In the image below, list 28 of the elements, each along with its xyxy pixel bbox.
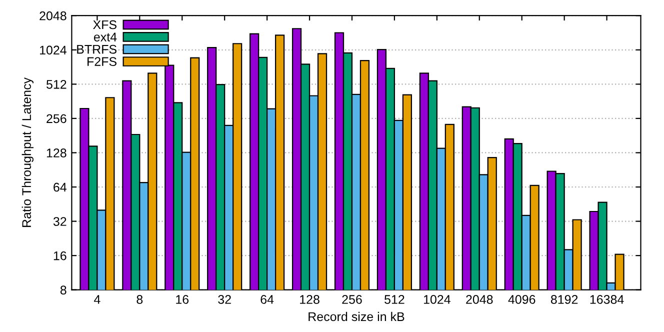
x-tick-label: 8 xyxy=(136,295,143,304)
legend-label: ext4 xyxy=(94,32,117,42)
x-tick-label: 4096 xyxy=(508,295,536,304)
y-tick-label: 2048 xyxy=(40,11,66,20)
y-tick-label: 32 xyxy=(53,217,66,226)
legend-label: BTRFS xyxy=(77,44,116,54)
x-axis-title: Record size in kB xyxy=(308,312,404,322)
x-tick-label: 1024 xyxy=(424,295,450,304)
x-tick-label: 128 xyxy=(300,295,320,304)
legend-label: F2FS xyxy=(88,57,116,66)
x-tick-label: 64 xyxy=(260,295,274,304)
x-tick-label: 2048 xyxy=(466,295,493,304)
x-tick-label: 16 xyxy=(176,295,189,304)
y-tick-label: 512 xyxy=(46,80,66,89)
y-axis-title: Ratio Throughput / Latency xyxy=(22,77,34,227)
y-tick-label: 64 xyxy=(54,182,66,192)
y-tick-label: 256 xyxy=(46,114,66,124)
y-tick-label: 128 xyxy=(46,148,66,158)
x-tick-label: 256 xyxy=(342,295,362,304)
y-tick-label: 1024 xyxy=(40,46,66,55)
y-tick-label: 8 xyxy=(60,286,66,294)
x-tick-label: 16384 xyxy=(590,295,624,304)
x-tick-label: 512 xyxy=(384,295,404,304)
x-tick-label: 8192 xyxy=(550,295,578,304)
x-tick-label: 4 xyxy=(94,295,100,304)
legend-label: XFS xyxy=(93,20,116,30)
y-tick-label: 16 xyxy=(54,251,66,260)
x-tick-label: 32 xyxy=(218,295,231,304)
